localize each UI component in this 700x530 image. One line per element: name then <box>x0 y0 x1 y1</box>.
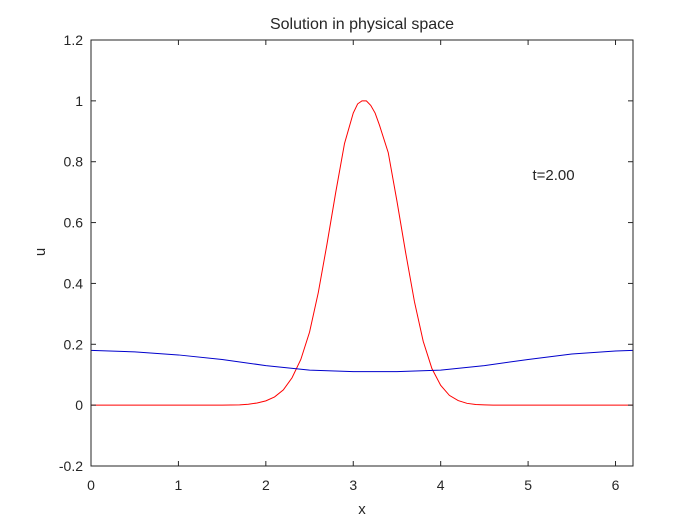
time-annotation: t=2.00 <box>532 167 574 184</box>
y-tick-label: 0.8 <box>64 154 84 170</box>
y-tick-label: 0.6 <box>64 215 84 231</box>
y-tick-label: 0 <box>75 397 83 413</box>
y-tick-label: 1 <box>75 93 83 109</box>
x-tick-label: 5 <box>524 477 532 493</box>
series-line-1 <box>91 100 633 406</box>
plot-area: 0 1 2 3 4 5 6-0.200.20.40.60.811.2t=2.00 <box>59 32 634 493</box>
series-line-2 <box>90 349 634 373</box>
x-tick-label: 6 <box>612 477 620 493</box>
y-tick-label: 0.2 <box>64 336 84 352</box>
plot-background <box>91 40 633 466</box>
axes-box <box>90 39 634 467</box>
x-tick-label: 4 <box>437 477 445 493</box>
y-tick-label: 1.2 <box>64 32 84 48</box>
chart-title: Solution in physical space <box>270 16 454 33</box>
y-axis-label: u <box>32 248 49 256</box>
x-tick-label: 1 <box>175 477 183 493</box>
x-axis-label: x <box>358 501 366 518</box>
y-tick-label: -0.2 <box>59 458 83 474</box>
x-tick-label: 0 <box>87 477 95 493</box>
y-tick-label: 0.4 <box>64 275 84 291</box>
x-tick-label: 2 <box>262 477 270 493</box>
x-tick-label: 3 <box>349 477 357 493</box>
